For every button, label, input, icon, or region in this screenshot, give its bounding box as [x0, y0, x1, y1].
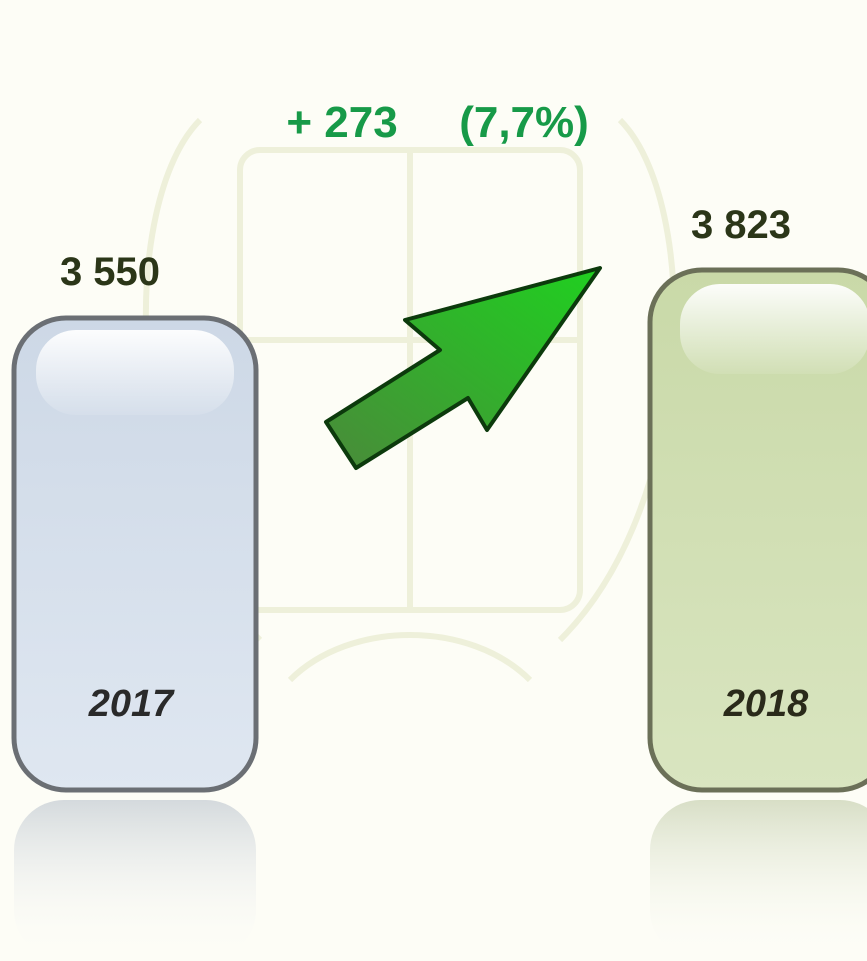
bar-reflection: [14, 800, 256, 960]
bar-2017: [11, 315, 259, 793]
bar-2018: [647, 267, 867, 793]
change-percent: (7,7%): [459, 98, 589, 147]
year-label: 2018: [723, 683, 809, 725]
bar-shine: [680, 284, 867, 374]
year-label: 2017: [88, 683, 175, 725]
bar-shine: [36, 330, 234, 415]
bar-reflection: [650, 800, 867, 960]
change-absolute: + 273: [286, 98, 397, 147]
growth-arrow: [324, 266, 602, 470]
value-label: 3 823: [691, 203, 791, 247]
value-label: 3 550: [60, 250, 160, 294]
